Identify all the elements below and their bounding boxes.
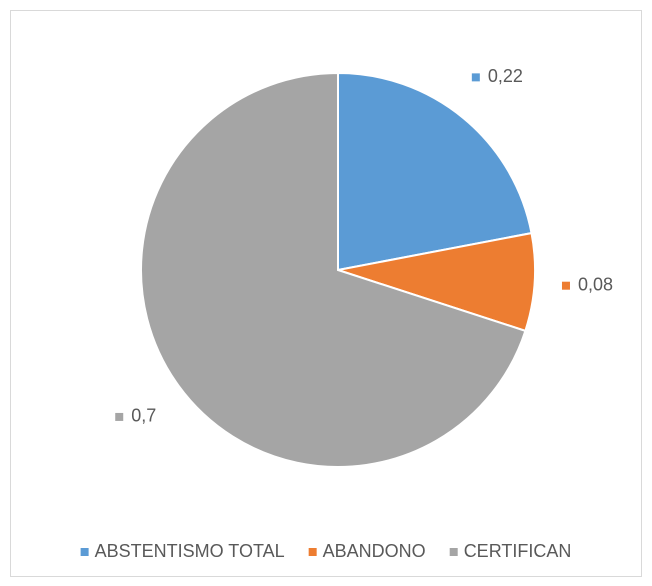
legend-label: ABANDONO: [323, 541, 426, 561]
legend-marker: [80, 548, 89, 556]
data-label-marker: [561, 281, 570, 290]
data-label-marker: [471, 73, 480, 82]
data-label-marker: [115, 412, 124, 421]
pie-slice: [337, 71, 533, 272]
data-label: 0,22: [488, 66, 523, 86]
data-label: 0,08: [578, 274, 613, 294]
legend-marker: [308, 548, 317, 556]
pie-slice: [337, 231, 536, 333]
legend-label: CERTIFICAN: [464, 541, 572, 561]
data-label: 0,7: [131, 406, 156, 426]
legend-marker: [449, 548, 458, 556]
legend-label: ABSTENTISMO TOTAL: [95, 541, 285, 561]
pie-slice: [140, 71, 527, 468]
